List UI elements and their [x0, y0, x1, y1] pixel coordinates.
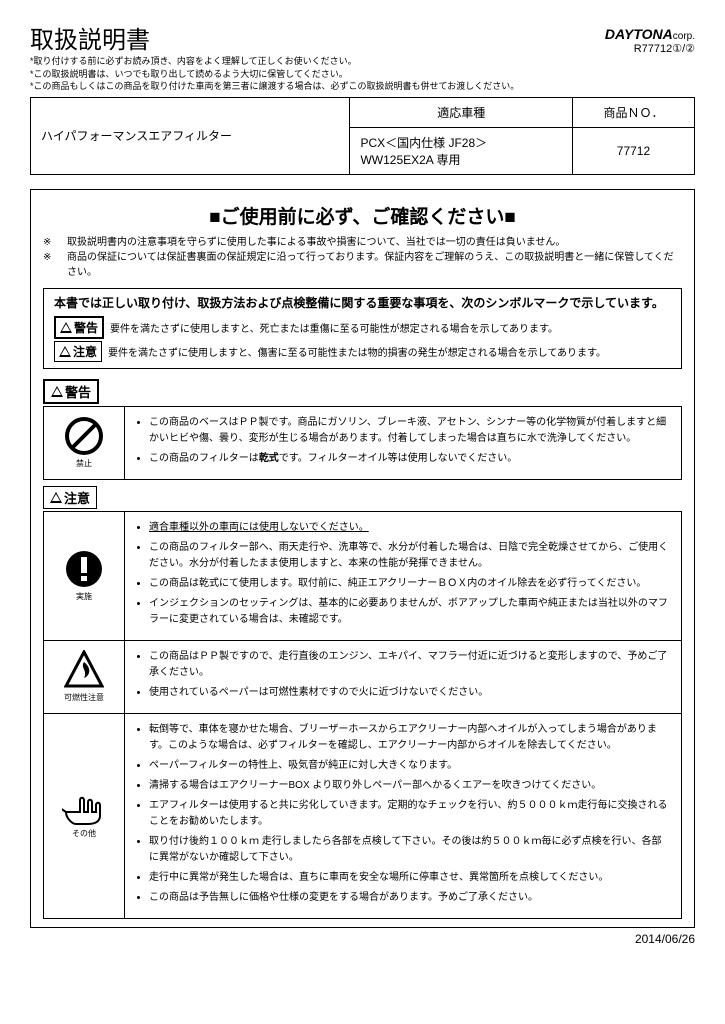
- page-title: 取扱説明書: [30, 20, 150, 55]
- brand-logo: DAYTONAcorp.: [605, 26, 695, 42]
- col-number: 商品ＮＯ．: [572, 97, 694, 127]
- section-warning-badge: !警告: [43, 379, 99, 404]
- prohibit-icon: 禁止: [44, 406, 125, 479]
- product-number: 77712: [572, 127, 694, 174]
- section-caution-badge: !注意: [43, 486, 97, 509]
- fire-icon: 可燃性注意: [44, 640, 125, 713]
- warning-table: 禁止 この商品のベースはＰＰ製です。商品にガソリン、ブレーキ液、アセトン、シンナ…: [43, 406, 682, 480]
- notice-lines: ※取扱説明書内の注意事項を守らずに使用した事による事故や損害について、当社では一…: [43, 235, 682, 280]
- warning-desc: 要件を満たさずに使用しますと、死亡または重傷に至る可能性が想定される場合を示して…: [110, 320, 558, 335]
- symbol-explain-box: 本書では正しい取り付け、取扱方法および点検整備に関する重要な事項を、次のシンボル…: [43, 288, 682, 369]
- caution-desc: 要件を満たさずに使用しますと、傷害に至る可能性または物的損害の発生が想定される場…: [108, 344, 606, 359]
- product-name: ハイパフォーマンスエアフィルター: [31, 97, 350, 174]
- exclaim-icon: 実施: [44, 511, 125, 640]
- warning-badge: !警告: [54, 316, 104, 339]
- caution-badge: !注意: [54, 341, 102, 362]
- confirm-heading: ■ご使用前に必ず、ご確認ください■: [43, 202, 682, 229]
- doc-number: R77712①/②: [605, 42, 695, 55]
- main-box: ■ご使用前に必ず、ご確認ください■ ※取扱説明書内の注意事項を守らずに使用した事…: [30, 189, 695, 928]
- caution-table: 実施適合車種以外の車両には使用しないでください。この商品のフィルター部へ、雨天走…: [43, 511, 682, 919]
- col-model: 適応車種: [350, 97, 572, 127]
- preamble: 取り付けする前に必ずお読み頂き、内容をよく理解して正しくお使いください。この取扱…: [30, 55, 695, 93]
- hand-icon: その他: [44, 713, 125, 918]
- spec-table: ハイパフォーマンスエアフィルター 適応車種 商品ＮＯ． PCX＜国内仕様 JF2…: [30, 97, 695, 175]
- footer-date: 2014/06/26: [30, 932, 695, 946]
- model-cell: PCX＜国内仕様 JF28＞ WW125EX2A 専用: [350, 127, 572, 174]
